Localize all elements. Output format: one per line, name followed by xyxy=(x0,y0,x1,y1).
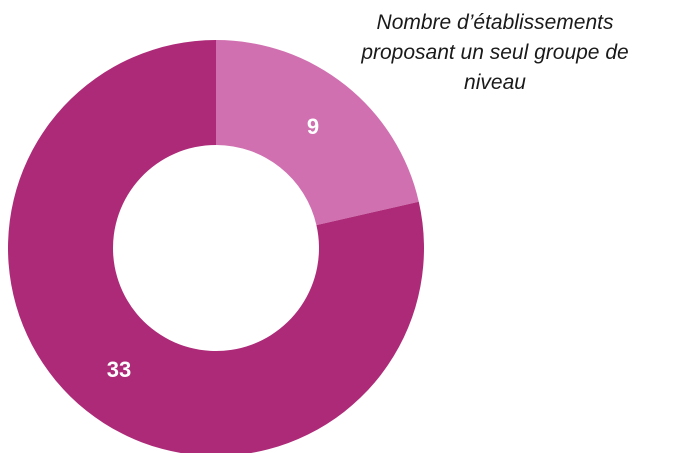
donut-slice-2 xyxy=(8,40,424,453)
slice-label-1: 9 xyxy=(307,114,319,139)
slice-labels: 9 33 xyxy=(107,114,319,382)
annotation-line-3: niveau xyxy=(464,71,526,94)
chart-annotation: Nombre d’établissements proposant un seu… xyxy=(320,8,670,98)
annotation-line-2: proposant un seul groupe de xyxy=(361,41,629,64)
slice-label-2: 33 xyxy=(107,357,131,382)
donut-slices xyxy=(8,40,424,453)
annotation-line-1: Nombre d’établissements xyxy=(376,11,614,34)
donut-slice-1 xyxy=(216,40,419,226)
